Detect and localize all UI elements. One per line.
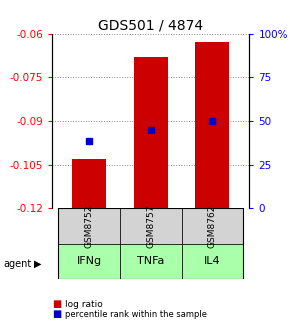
Bar bbox=[120, 208, 182, 244]
Text: GSM8762: GSM8762 bbox=[208, 204, 217, 248]
Bar bbox=[134, 57, 168, 208]
Text: percentile rank within the sample: percentile rank within the sample bbox=[65, 310, 207, 319]
Bar bbox=[120, 244, 182, 279]
Title: GDS501 / 4874: GDS501 / 4874 bbox=[98, 18, 203, 33]
Text: GSM8752: GSM8752 bbox=[85, 204, 94, 248]
Bar bbox=[58, 244, 120, 279]
Text: TNFa: TNFa bbox=[137, 256, 164, 266]
Text: ■: ■ bbox=[52, 299, 61, 309]
Text: IL4: IL4 bbox=[204, 256, 221, 266]
Bar bbox=[58, 208, 120, 244]
Text: IFNg: IFNg bbox=[77, 256, 102, 266]
Bar bbox=[195, 42, 229, 208]
Text: GSM8757: GSM8757 bbox=[146, 204, 155, 248]
Text: ▶: ▶ bbox=[34, 259, 41, 269]
Text: agent: agent bbox=[3, 259, 31, 269]
Text: ■: ■ bbox=[52, 309, 61, 319]
Bar bbox=[182, 244, 243, 279]
Text: log ratio: log ratio bbox=[65, 300, 103, 308]
Bar bbox=[72, 159, 106, 208]
Bar bbox=[182, 208, 243, 244]
